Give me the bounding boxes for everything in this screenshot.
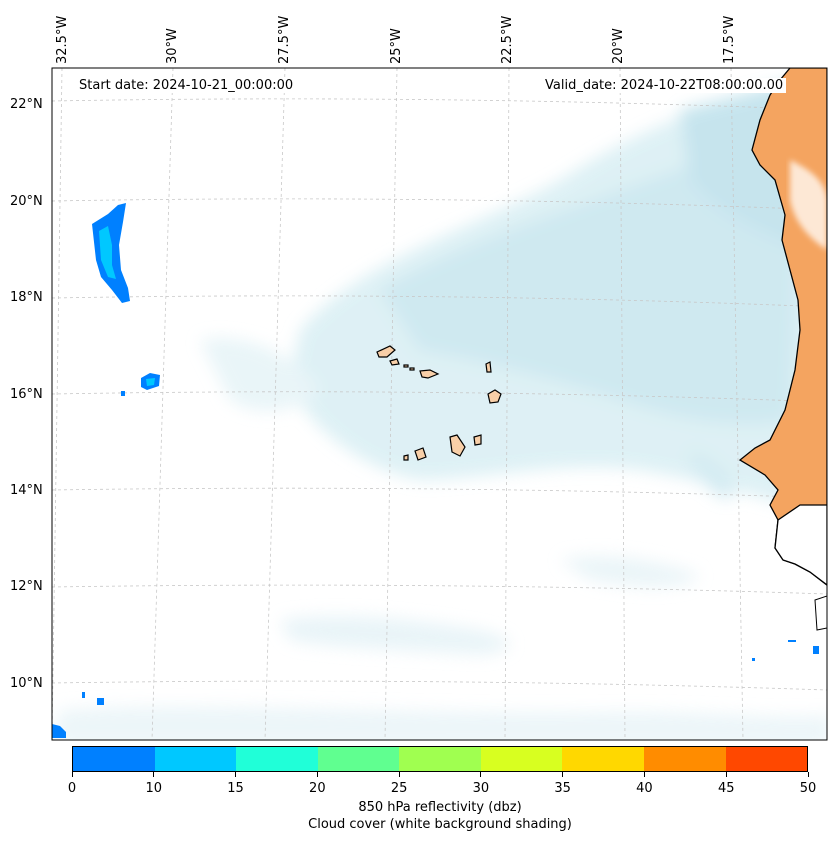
colorbar-tick-label: 15 [227, 781, 244, 796]
colorbar-tick [480, 772, 482, 777]
colorbar-tick [643, 772, 645, 777]
lat-label: 10°N [10, 676, 43, 691]
lon-label: 20°W [611, 28, 626, 64]
colorbar-segment [154, 747, 237, 771]
colorbar-segment [399, 747, 481, 771]
colorbar-tick-label: 35 [554, 781, 571, 796]
lon-label: 30°W [165, 28, 180, 64]
colorbar-tick [71, 772, 73, 777]
colorbar-tick [316, 772, 318, 777]
colorbar-segment [73, 747, 155, 771]
colorbar-tick [725, 772, 727, 777]
colorbar-tick-label: 40 [636, 781, 653, 796]
gridlines [52, 68, 827, 740]
colorbar-tick [153, 772, 155, 777]
colorbar-tick [235, 772, 237, 777]
colorbar-segment [317, 747, 400, 771]
reflectivity-cells [52, 203, 819, 738]
map-area [52, 68, 827, 740]
colorbar-segment [562, 747, 644, 771]
colorbar [72, 746, 808, 772]
colorbar-segment [236, 747, 318, 771]
lat-label: 20°N [10, 194, 43, 209]
colorbar-sublabel: Cloud cover (white background shading) [308, 817, 572, 832]
africa-coast [738, 68, 827, 631]
map-frame [51, 67, 828, 741]
colorbar-tick-label: 45 [717, 781, 735, 796]
colorbar-segment [643, 747, 726, 771]
lon-label: 17.5°W [722, 15, 737, 64]
colorbar-segment [480, 747, 563, 771]
cape-verde-islands [376, 345, 502, 461]
lat-label: 14°N [10, 483, 43, 498]
colorbar-tick-label: 10 [145, 781, 163, 796]
colorbar-label: 850 hPa reflectivity (dbz) [358, 800, 522, 815]
colorbar-tick-label: 30 [472, 781, 490, 796]
lon-label: 32.5°W [55, 15, 70, 64]
lon-label: 22.5°W [500, 15, 515, 64]
lat-label: 12°N [10, 579, 43, 594]
lon-label: 27.5°W [277, 15, 292, 64]
valid-date-label: Valid_date: 2024-10-22T08:00:00.00 [542, 78, 787, 93]
start-date-label: Start date: 2024-10-21_00:00:00 [76, 78, 297, 93]
colorbar-tick-label: 50 [799, 781, 817, 796]
colorbar-tick [807, 772, 809, 777]
lat-label: 16°N [10, 387, 43, 402]
colorbar-tick [398, 772, 400, 777]
colorbar-segment [725, 747, 808, 771]
lon-label: 25°W [389, 28, 404, 64]
colorbar-tick [562, 772, 564, 777]
lat-label: 22°N [10, 97, 43, 112]
colorbar-tick-label: 0 [67, 781, 77, 796]
colorbar-tick-label: 25 [390, 781, 408, 796]
lat-label: 18°N [10, 290, 43, 305]
colorbar-tick-label: 20 [309, 781, 326, 796]
cloud-cover-shading [53, 80, 827, 740]
